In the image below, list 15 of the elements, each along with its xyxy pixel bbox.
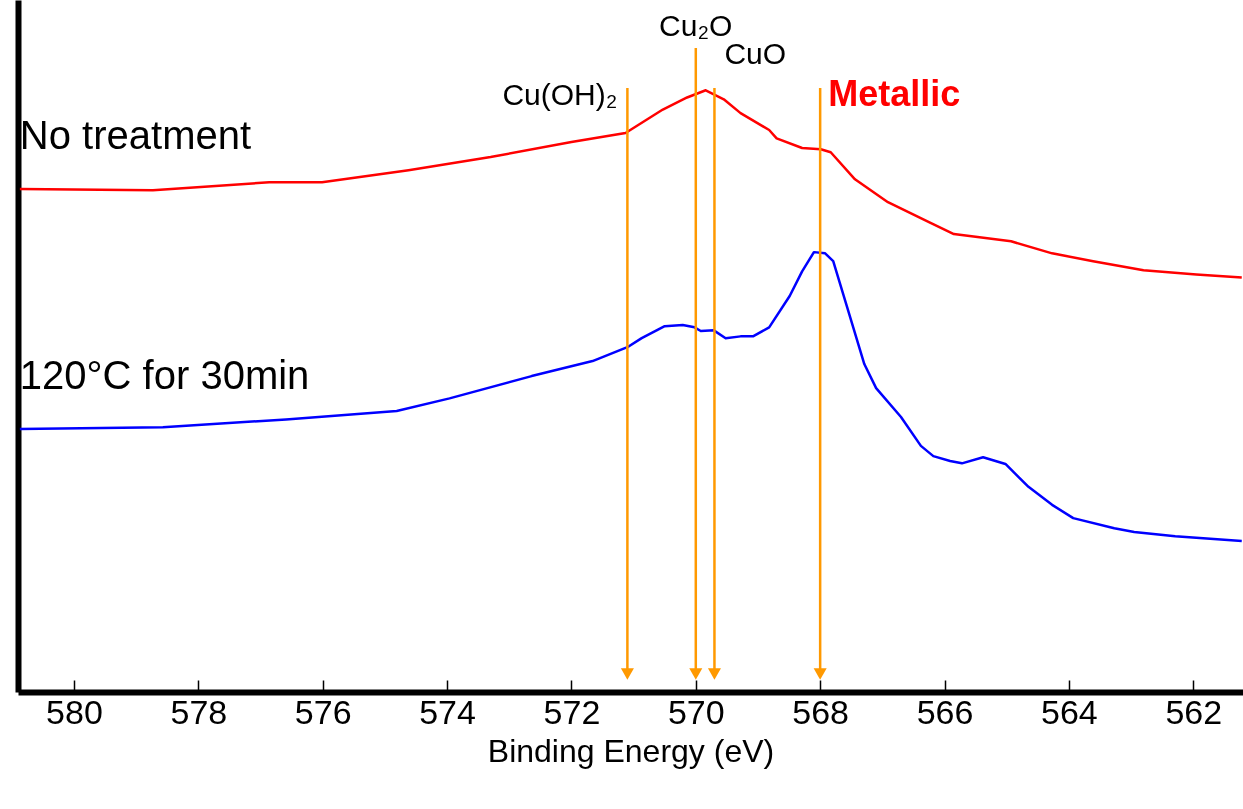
ref-line-label: Cu(OH)₂ <box>502 78 618 111</box>
series-label: No treatment <box>19 112 252 157</box>
x-tick-label: 562 <box>1165 692 1223 731</box>
x-tick-label: 572 <box>543 692 601 731</box>
x-tick-label: 580 <box>46 692 103 731</box>
x-tick-label: 564 <box>1041 692 1098 731</box>
series-label: 120°C for 30min <box>19 353 310 398</box>
x-tick-label: 574 <box>419 692 476 731</box>
x-tick-label: 570 <box>667 692 725 731</box>
x-axis-title: Binding Energy (eV) <box>487 732 775 769</box>
ref-line-label: Metallic <box>828 73 961 114</box>
x-tick-label: 578 <box>170 692 228 731</box>
x-tick-label: 568 <box>792 692 850 731</box>
x-tick-label: 566 <box>916 692 974 731</box>
x-tick-label: 576 <box>294 692 352 731</box>
